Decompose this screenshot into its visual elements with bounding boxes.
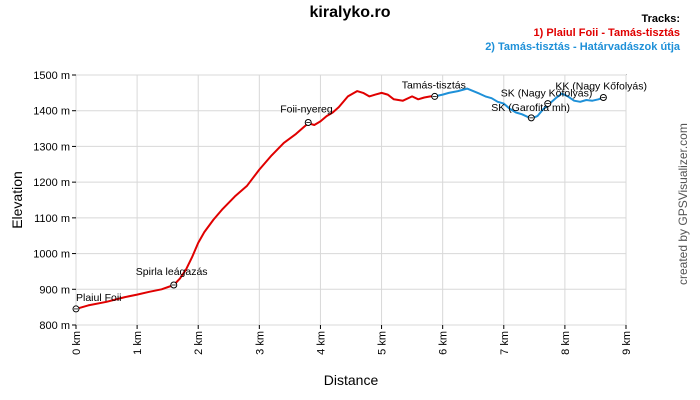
legend-heading: Tracks: (641, 13, 680, 25)
waypoint-label: Plaiul Foii (76, 292, 122, 304)
x-tick-label: 6 km (438, 331, 450, 355)
waypoint-label: Spirla leágazás (136, 266, 208, 278)
waypoint-label: SK (Garofita mh) (491, 102, 570, 114)
x-tick-label: 2 km (193, 331, 205, 355)
waypoint-label: KK (Nagy Kőfolyás) (555, 81, 647, 93)
y-tick-label: 1500 m (33, 70, 70, 82)
x-tick-label: 0 km (71, 331, 83, 355)
y-tick-label: 1200 m (33, 177, 70, 189)
x-tick-label: 4 km (315, 331, 327, 355)
y-axis-title: Elevation (9, 171, 25, 229)
x-tick-label: 7 km (499, 331, 511, 355)
legend-item-track-1: 1) Plaiul Foii - Tamás-tisztás (533, 27, 681, 39)
x-tick-label: 8 km (560, 331, 572, 355)
series-line-track-1 (75, 90, 435, 310)
x-tick-label: 5 km (377, 331, 389, 355)
y-tick-label: 1100 m (34, 213, 70, 225)
y-tick-label: 1300 m (33, 141, 70, 153)
y-tick-label: 800 m (39, 320, 70, 332)
y-tick-label: 1000 m (33, 249, 70, 261)
x-tick-label: 3 km (254, 331, 266, 355)
x-axis-title: Distance (324, 372, 379, 388)
waypoint-markers: Plaiul Foii Spirla leágazás Foii-nyereg Tam… (72, 79, 647, 313)
x-tick-label: 1 km (132, 331, 144, 355)
axis-ticks: 0 km 1 km 2 km 3 km 4 km 5 km 6 km 7 km 8 km 9 km… (33, 70, 633, 355)
legend-item-track-2: 2) Tamás-tisztás - Határvadászok útja (485, 41, 680, 53)
series-line-track-2 (434, 87, 604, 120)
waypoint-label: SK (Nagy Kőfolyás) (501, 88, 593, 100)
y-tick-label: 900 m (39, 284, 70, 296)
grid-lines (75, 74, 627, 326)
x-tick-label: 9 km (621, 331, 633, 355)
waypoint-label: Tamás-tisztás (402, 79, 466, 91)
series-lines (75, 87, 604, 310)
waypoint-label: Foii-nyereg (280, 104, 333, 116)
y-tick-label: 1400 m (33, 106, 70, 118)
chart-title: kiralyko.ro (309, 4, 391, 21)
